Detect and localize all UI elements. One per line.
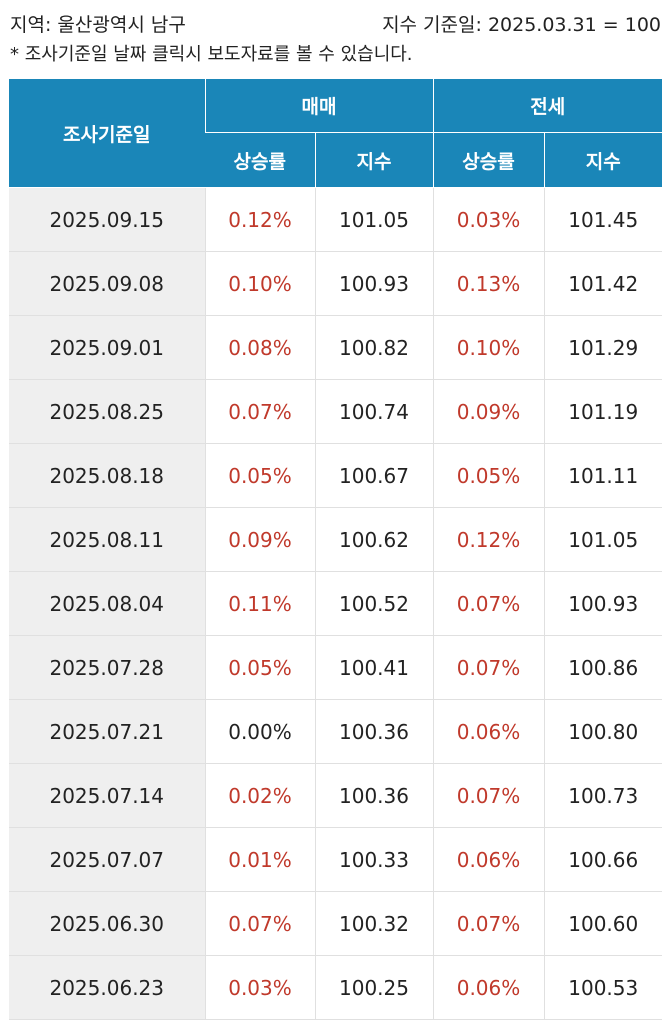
sale-index-cell: 100.33 bbox=[314, 827, 433, 892]
jeonse-index-cell: 100.60 bbox=[543, 891, 662, 956]
table-row: 2025.07.21 0.00% 100.36 0.06% 100.80 bbox=[9, 699, 662, 764]
sale-index-cell: 100.36 bbox=[314, 699, 433, 764]
survey-date-link[interactable]: 2025.07.28 bbox=[9, 635, 205, 700]
header-sale-index: 지수 bbox=[314, 132, 433, 188]
survey-date-link[interactable]: 2025.08.04 bbox=[9, 571, 205, 636]
sale-index-cell: 100.82 bbox=[314, 315, 433, 380]
jeonse-index-cell: 100.53 bbox=[543, 955, 662, 1020]
jeonse-rate-cell: 0.12% bbox=[432, 507, 544, 572]
survey-date-link[interactable]: 2025.08.11 bbox=[9, 507, 205, 572]
table-row: 2025.08.04 0.11% 100.52 0.07% 100.93 bbox=[9, 571, 662, 636]
sale-rate-cell: 0.05% bbox=[204, 443, 315, 508]
table-row: 2025.07.14 0.02% 100.36 0.07% 100.73 bbox=[9, 763, 662, 828]
region-label: 지역: 울산광역시 남구 bbox=[10, 14, 186, 36]
survey-date-link[interactable]: 2025.08.18 bbox=[9, 443, 205, 508]
survey-date-link[interactable]: 2025.07.07 bbox=[9, 827, 205, 892]
table-header: 조사기준일 매매 전세 상승률 지수 상승률 지수 bbox=[9, 79, 662, 188]
jeonse-rate-cell: 0.07% bbox=[432, 635, 544, 700]
header-jeonse-rate: 상승률 bbox=[432, 132, 544, 188]
jeonse-rate-cell: 0.09% bbox=[432, 379, 544, 444]
sale-rate-cell: 0.03% bbox=[204, 955, 315, 1020]
header-sale: 매매 bbox=[204, 79, 433, 133]
sale-index-cell: 100.36 bbox=[314, 763, 433, 828]
table-row: 2025.09.15 0.12% 101.05 0.03% 101.45 bbox=[9, 187, 662, 252]
jeonse-index-cell: 100.73 bbox=[543, 763, 662, 828]
table-body: 2025.09.15 0.12% 101.05 0.03% 101.45 2025.09.… bbox=[9, 187, 662, 1020]
sale-index-cell: 101.05 bbox=[314, 187, 433, 252]
jeonse-rate-cell: 0.10% bbox=[432, 315, 544, 380]
header-survey-date: 조사기준일 bbox=[9, 79, 205, 188]
sale-rate-cell: 0.09% bbox=[204, 507, 315, 572]
jeonse-rate-cell: 0.06% bbox=[432, 699, 544, 764]
jeonse-rate-cell: 0.07% bbox=[432, 891, 544, 956]
sale-index-cell: 100.32 bbox=[314, 891, 433, 956]
table-row: 2025.08.18 0.05% 100.67 0.05% 101.11 bbox=[9, 443, 662, 508]
jeonse-rate-cell: 0.13% bbox=[432, 251, 544, 316]
table-row: 2025.08.11 0.09% 100.62 0.12% 101.05 bbox=[9, 507, 662, 572]
sale-index-cell: 100.25 bbox=[314, 955, 433, 1020]
info-note: * 조사기준일 날짜 클릭시 보도자료를 볼 수 있습니다. bbox=[10, 44, 413, 65]
jeonse-index-cell: 101.45 bbox=[543, 187, 662, 252]
survey-date-link[interactable]: 2025.07.14 bbox=[9, 763, 205, 828]
sale-rate-cell: 0.00% bbox=[204, 699, 315, 764]
jeonse-rate-cell: 0.05% bbox=[432, 443, 544, 508]
sale-rate-cell: 0.10% bbox=[204, 251, 315, 316]
sale-index-cell: 100.74 bbox=[314, 379, 433, 444]
sale-index-cell: 100.52 bbox=[314, 571, 433, 636]
info-row: 지역: 울산광역시 남구 지수 기준일: 2025.03.31 = 100 bbox=[10, 10, 661, 40]
price-index-table-container: 조사기준일 매매 전세 상승률 지수 상승률 지수 2025.09.15 0.12… bbox=[9, 79, 662, 1020]
survey-date-link[interactable]: 2025.06.30 bbox=[9, 891, 205, 956]
survey-date-link[interactable]: 2025.09.01 bbox=[9, 315, 205, 380]
survey-date-link[interactable]: 2025.09.08 bbox=[9, 251, 205, 316]
jeonse-rate-cell: 0.06% bbox=[432, 827, 544, 892]
table-row: 2025.06.30 0.07% 100.32 0.07% 100.60 bbox=[9, 891, 662, 956]
table-row: 2025.08.25 0.07% 100.74 0.09% 101.19 bbox=[9, 379, 662, 444]
jeonse-rate-cell: 0.07% bbox=[432, 763, 544, 828]
sale-rate-cell: 0.08% bbox=[204, 315, 315, 380]
sale-rate-cell: 0.05% bbox=[204, 635, 315, 700]
table-row: 2025.06.23 0.03% 100.25 0.06% 100.53 bbox=[9, 955, 662, 1020]
sale-rate-cell: 0.11% bbox=[204, 571, 315, 636]
header-sale-rate: 상승률 bbox=[205, 132, 315, 188]
sale-index-cell: 100.41 bbox=[314, 635, 433, 700]
jeonse-index-cell: 101.42 bbox=[543, 251, 662, 316]
jeonse-rate-cell: 0.06% bbox=[432, 955, 544, 1020]
jeonse-index-cell: 101.19 bbox=[543, 379, 662, 444]
sale-rate-cell: 0.07% bbox=[204, 379, 315, 444]
table-row: 2025.09.08 0.10% 100.93 0.13% 101.42 bbox=[9, 251, 662, 316]
table-row: 2025.07.28 0.05% 100.41 0.07% 100.86 bbox=[9, 635, 662, 700]
sale-index-cell: 100.93 bbox=[314, 251, 433, 316]
jeonse-index-cell: 101.11 bbox=[543, 443, 662, 508]
price-index-table: 조사기준일 매매 전세 상승률 지수 상승률 지수 2025.09.15 0.12… bbox=[9, 79, 662, 1020]
table-row: 2025.07.07 0.01% 100.33 0.06% 100.66 bbox=[9, 827, 662, 892]
base-date-label: 지수 기준일: 2025.03.31 = 100 bbox=[382, 14, 661, 36]
jeonse-index-cell: 100.66 bbox=[543, 827, 662, 892]
survey-date-link[interactable]: 2025.07.21 bbox=[9, 699, 205, 764]
jeonse-rate-cell: 0.07% bbox=[432, 571, 544, 636]
jeonse-index-cell: 100.93 bbox=[543, 571, 662, 636]
survey-date-link[interactable]: 2025.08.25 bbox=[9, 379, 205, 444]
sale-rate-cell: 0.01% bbox=[204, 827, 315, 892]
table-row: 2025.09.01 0.08% 100.82 0.10% 101.29 bbox=[9, 315, 662, 380]
jeonse-index-cell: 101.29 bbox=[543, 315, 662, 380]
sale-index-cell: 100.67 bbox=[314, 443, 433, 508]
survey-date-link[interactable]: 2025.09.15 bbox=[9, 187, 205, 252]
sale-rate-cell: 0.02% bbox=[204, 763, 315, 828]
survey-date-link[interactable]: 2025.06.23 bbox=[9, 955, 205, 1020]
info-header: 지역: 울산광역시 남구 지수 기준일: 2025.03.31 = 100 * … bbox=[10, 10, 661, 70]
sale-index-cell: 100.62 bbox=[314, 507, 433, 572]
header-jeonse-index: 지수 bbox=[543, 132, 662, 188]
jeonse-index-cell: 100.86 bbox=[543, 635, 662, 700]
jeonse-index-cell: 100.80 bbox=[543, 699, 662, 764]
sale-rate-cell: 0.07% bbox=[204, 891, 315, 956]
header-jeonse: 전세 bbox=[432, 79, 662, 133]
sale-rate-cell: 0.12% bbox=[204, 187, 315, 252]
jeonse-index-cell: 101.05 bbox=[543, 507, 662, 572]
jeonse-rate-cell: 0.03% bbox=[432, 187, 544, 252]
